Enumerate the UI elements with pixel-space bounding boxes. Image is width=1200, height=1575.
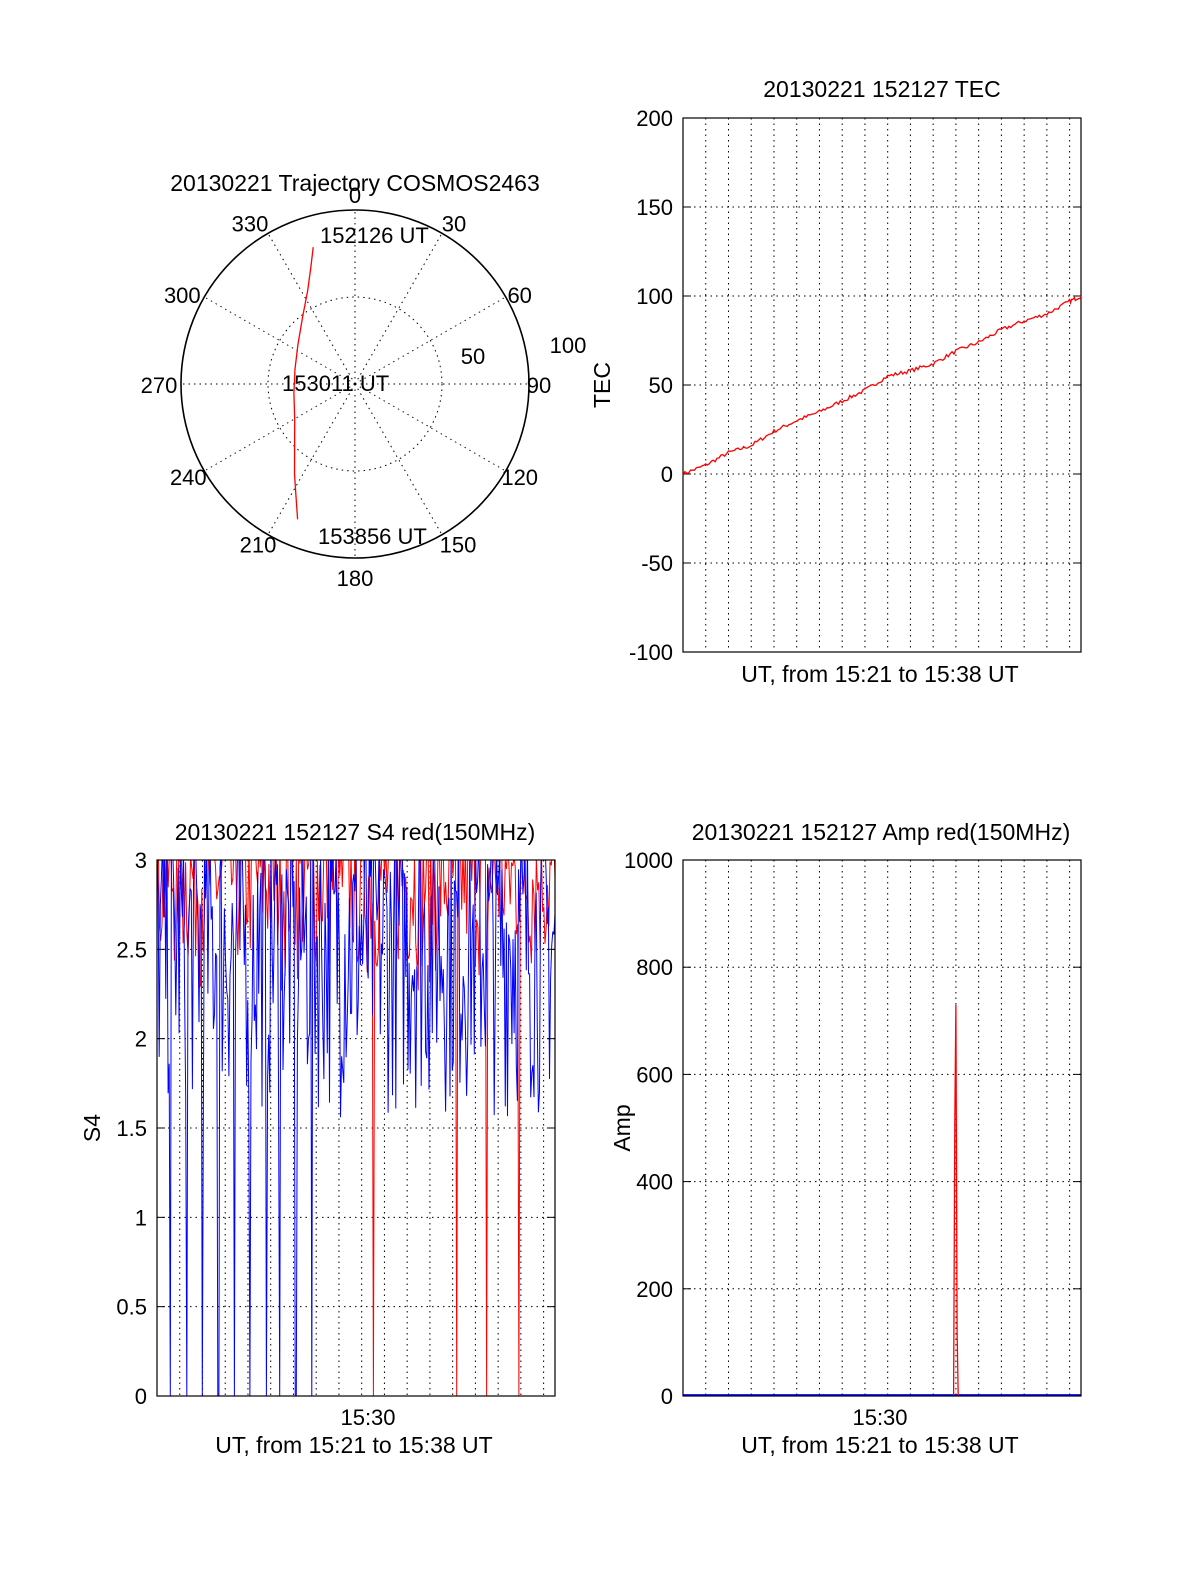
s4-xtick-1530: 15:30: [340, 1405, 395, 1430]
polar-spoke-60: [354, 296, 506, 385]
amp-ylabel: Amp: [609, 1104, 635, 1151]
ytick-label-200: 200: [636, 1277, 673, 1302]
ytick-label--50: -50: [641, 551, 673, 576]
tec-grid: [683, 118, 1081, 652]
s4-blue-series: [157, 860, 555, 1396]
polar-azimuth-label-240: 240: [170, 465, 207, 490]
amp-xtick-1530: 15:30: [852, 1405, 907, 1430]
ytick-label-1.5: 1.5: [116, 1116, 147, 1141]
s4-chart: 20130221 152127 S4 red(150MHz) 0 0.5 1 1.5 2…: [79, 819, 556, 1458]
amp-xlabel: UT, from 15:21 to 15:38 UT: [741, 1432, 1018, 1458]
polar-spokes: [181, 210, 529, 558]
polar-radial-label-100: 100: [550, 333, 587, 358]
polar-azimuth-labels: 0 30 60 90 120 150 180 210 240 270 300 330: [141, 183, 552, 591]
polar-spoke-330: [267, 233, 356, 385]
ytick-label-2: 2: [135, 1027, 147, 1052]
tec-ylabel: TEC: [589, 362, 615, 408]
amp-plot-frame: [682, 859, 1082, 1397]
polar-azimuth-label-120: 120: [501, 465, 538, 490]
ytick-label-2.5: 2.5: [116, 937, 147, 962]
satellite-track: [293, 247, 314, 520]
polar-azimuth-label-270: 270: [141, 373, 178, 398]
polar-azimuth-label-180: 180: [337, 566, 374, 591]
ytick-label-50: 50: [649, 373, 673, 398]
ytick-label-800: 800: [636, 955, 673, 980]
s4-ylabel: S4: [79, 1114, 105, 1142]
track-end-label: 153856 UT: [318, 524, 427, 549]
tec-xlabel: UT, from 15:21 to 15:38 UT: [741, 661, 1018, 687]
polar-azimuth-label-210: 210: [240, 533, 277, 558]
polar-azimuth-label-300: 300: [164, 283, 201, 308]
track-middle-label: 153011 UT: [282, 371, 389, 396]
tec-y-ticks: -100 -50 0 50 100 150 200: [629, 106, 1081, 665]
s4-grid: [157, 860, 555, 1396]
polar-title: 20130221 Trajectory COSMOS2463: [170, 170, 539, 196]
s4-y-ticks: 0 0.5 1 1.5 2 2.5 3: [116, 848, 555, 1409]
ytick-label-0: 0: [135, 1384, 147, 1409]
ytick-label-0.5: 0.5: [116, 1295, 147, 1320]
polar-spoke-240: [204, 383, 356, 472]
ytick-label-150: 150: [636, 195, 673, 220]
polar-spoke-210: [267, 383, 356, 535]
s4-xlabel: UT, from 15:21 to 15:38 UT: [215, 1432, 492, 1458]
amp-red-series: [952, 1004, 959, 1397]
ytick-label-1: 1: [135, 1205, 147, 1230]
trajectory-polar-chart: 20130221 Trajectory COSMOS2463 0 30 60 90 12…: [141, 170, 587, 591]
amp-grid: [683, 860, 1081, 1396]
polar-azimuth-label-150: 150: [440, 533, 477, 558]
polar-azimuth-label-330: 330: [232, 211, 269, 236]
polar-spoke-300: [204, 296, 356, 385]
tec-series-line: [682, 295, 1082, 477]
ytick-label-600: 600: [636, 1062, 673, 1087]
ytick-label-0: 0: [661, 462, 673, 487]
tec-title: 20130221 152127 TEC: [763, 76, 1000, 102]
ytick-label-200: 200: [636, 106, 673, 131]
polar-ring-50: [267, 296, 443, 472]
polar-azimuth-label-30: 30: [442, 211, 466, 236]
ytick-label-100: 100: [636, 284, 673, 309]
ytick-label-400: 400: [636, 1170, 673, 1195]
polar-azimuth-label-60: 60: [507, 283, 531, 308]
polar-spoke-150: [354, 383, 443, 535]
ytick-label--100: -100: [629, 640, 673, 665]
polar-azimuth-label-90: 90: [527, 373, 551, 398]
ytick-label-1000: 1000: [624, 848, 673, 873]
s4-title: 20130221 152127 S4 red(150MHz): [175, 819, 536, 845]
amp-y-ticks: 0 200 400 600 800 1000: [624, 848, 1081, 1409]
tec-chart: 20130221 152127 TEC -100-50050100150200 …: [589, 76, 1082, 687]
polar-azimuth-label-0: 0: [349, 183, 361, 208]
ytick-label-3: 3: [135, 848, 147, 873]
polar-spoke-30: [354, 233, 443, 385]
track-start-label: 152126 UT: [320, 223, 429, 248]
polar-radial-label-50: 50: [461, 344, 485, 369]
amp-chart: 20130221 152127 Amp red(150MHz) 0 200 400 6…: [609, 819, 1082, 1458]
amp-title: 20130221 152127 Amp red(150MHz): [692, 819, 1070, 845]
polar-outer-circle: [180, 209, 530, 559]
polar-spoke-120: [354, 383, 506, 472]
ytick-label-0: 0: [661, 1384, 673, 1409]
